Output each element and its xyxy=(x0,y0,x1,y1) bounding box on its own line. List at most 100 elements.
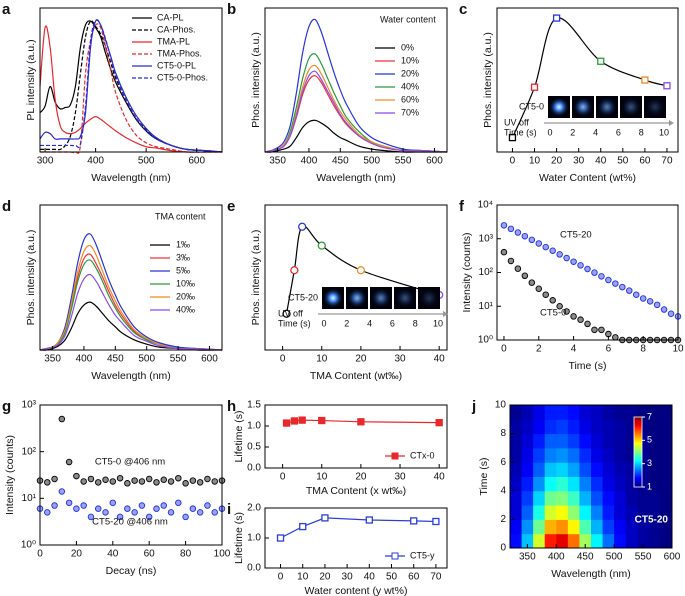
point xyxy=(570,313,577,320)
heat-cell xyxy=(602,490,615,506)
legend-label: CA-Phos. xyxy=(157,24,196,34)
point xyxy=(619,283,626,291)
point xyxy=(87,475,95,483)
series-line xyxy=(39,20,223,153)
inset-glow xyxy=(323,288,343,308)
x-tick-label: 500 xyxy=(138,354,155,365)
marker xyxy=(357,418,365,426)
point xyxy=(204,502,211,509)
inset-time-label: Time (s) xyxy=(278,318,311,328)
legend-marker xyxy=(391,552,399,560)
heat-cell xyxy=(614,405,627,420)
x-tick-label: 10 xyxy=(672,344,684,355)
heat-cell xyxy=(556,433,569,449)
heat-cell xyxy=(579,405,592,420)
series-line xyxy=(264,119,447,153)
series-label: CT5-20 xyxy=(560,230,592,241)
x-tick-label: 350 xyxy=(269,156,286,167)
point xyxy=(535,240,543,247)
heat-cell xyxy=(521,490,534,506)
annotation: CT5-20 xyxy=(635,515,669,526)
point xyxy=(646,298,654,305)
marker xyxy=(432,517,440,526)
heat-cell xyxy=(521,519,534,535)
point xyxy=(196,479,204,486)
series-line xyxy=(264,18,448,153)
point xyxy=(102,476,109,484)
heat-cell xyxy=(533,519,546,535)
heat-cell xyxy=(614,433,627,449)
series-line xyxy=(39,301,223,351)
x-tick-label: 600 xyxy=(201,354,218,365)
point xyxy=(584,320,591,328)
x-tick-label: 40 xyxy=(364,572,376,583)
marker xyxy=(552,14,561,22)
heat-cell xyxy=(637,505,650,520)
point xyxy=(549,247,556,255)
marker xyxy=(282,309,291,318)
inset-glow xyxy=(419,288,439,308)
heat-cell xyxy=(614,490,627,506)
point xyxy=(653,301,661,309)
panel-letter: f xyxy=(459,198,465,215)
legend-label: CT5-0-Phos. xyxy=(157,72,208,82)
point xyxy=(632,291,640,298)
heat-cell xyxy=(625,405,638,420)
heat-cell xyxy=(521,462,534,477)
y-tick-label: 0.5 xyxy=(247,442,261,453)
heat-cell xyxy=(556,533,569,549)
heat-cell xyxy=(579,533,592,549)
point xyxy=(542,291,549,298)
legend-label: 70% xyxy=(401,107,419,117)
point xyxy=(507,225,515,233)
plot-frame xyxy=(264,7,448,153)
y-tick-label: 10¹ xyxy=(22,493,37,504)
point xyxy=(116,474,124,482)
point xyxy=(153,505,160,512)
heat-cell xyxy=(579,490,592,506)
marker xyxy=(282,419,291,427)
heat-cell xyxy=(625,505,638,520)
colorbar-label: 1 xyxy=(647,481,652,491)
legend-label: CT5-0-PL xyxy=(157,60,196,70)
x-tick-label: 2 xyxy=(536,344,542,355)
series-label: CT5-0 @406 nm xyxy=(95,457,165,468)
legend-label: 5‰ xyxy=(176,265,190,275)
x-tick-label: 30 xyxy=(394,354,406,365)
heat-cell xyxy=(637,405,650,420)
x-tick-label: 600 xyxy=(188,156,205,167)
y-tick-label: 8 xyxy=(500,428,506,439)
heat-cell xyxy=(614,419,627,435)
series-line xyxy=(280,517,436,539)
plot-frame xyxy=(39,7,223,153)
x-axis-label: TMA Content (wt‰) xyxy=(310,370,402,382)
x-tick-label: 20 xyxy=(71,549,83,560)
point xyxy=(521,232,529,240)
plot-frame xyxy=(496,7,679,153)
inset-glow xyxy=(597,97,617,117)
x-tick-label: 60 xyxy=(144,549,156,560)
point xyxy=(124,505,131,512)
heat-cell xyxy=(579,433,592,449)
legend-label: 1‰ xyxy=(176,239,190,249)
heat-cell xyxy=(591,405,604,420)
point xyxy=(500,222,508,229)
x-tick-label: 0 xyxy=(278,572,284,583)
point xyxy=(189,505,197,512)
heat-cell xyxy=(602,405,615,420)
heat-cell xyxy=(602,433,615,449)
legend-label: 40‰ xyxy=(176,304,195,314)
point xyxy=(598,326,605,334)
point xyxy=(211,509,218,516)
panel-letter: d xyxy=(2,198,11,215)
inset-glow xyxy=(347,288,367,308)
point xyxy=(153,479,160,486)
heat-cell xyxy=(660,447,673,463)
y-tick-label: 0.0 xyxy=(247,463,261,474)
x-tick-label: 40 xyxy=(107,549,119,560)
point xyxy=(131,509,138,516)
legend-label: TMA-Phos. xyxy=(157,48,202,58)
heat-cell xyxy=(591,462,604,477)
inset-caption: UV off xyxy=(278,308,303,318)
colorbar-label: 7 xyxy=(647,411,652,421)
